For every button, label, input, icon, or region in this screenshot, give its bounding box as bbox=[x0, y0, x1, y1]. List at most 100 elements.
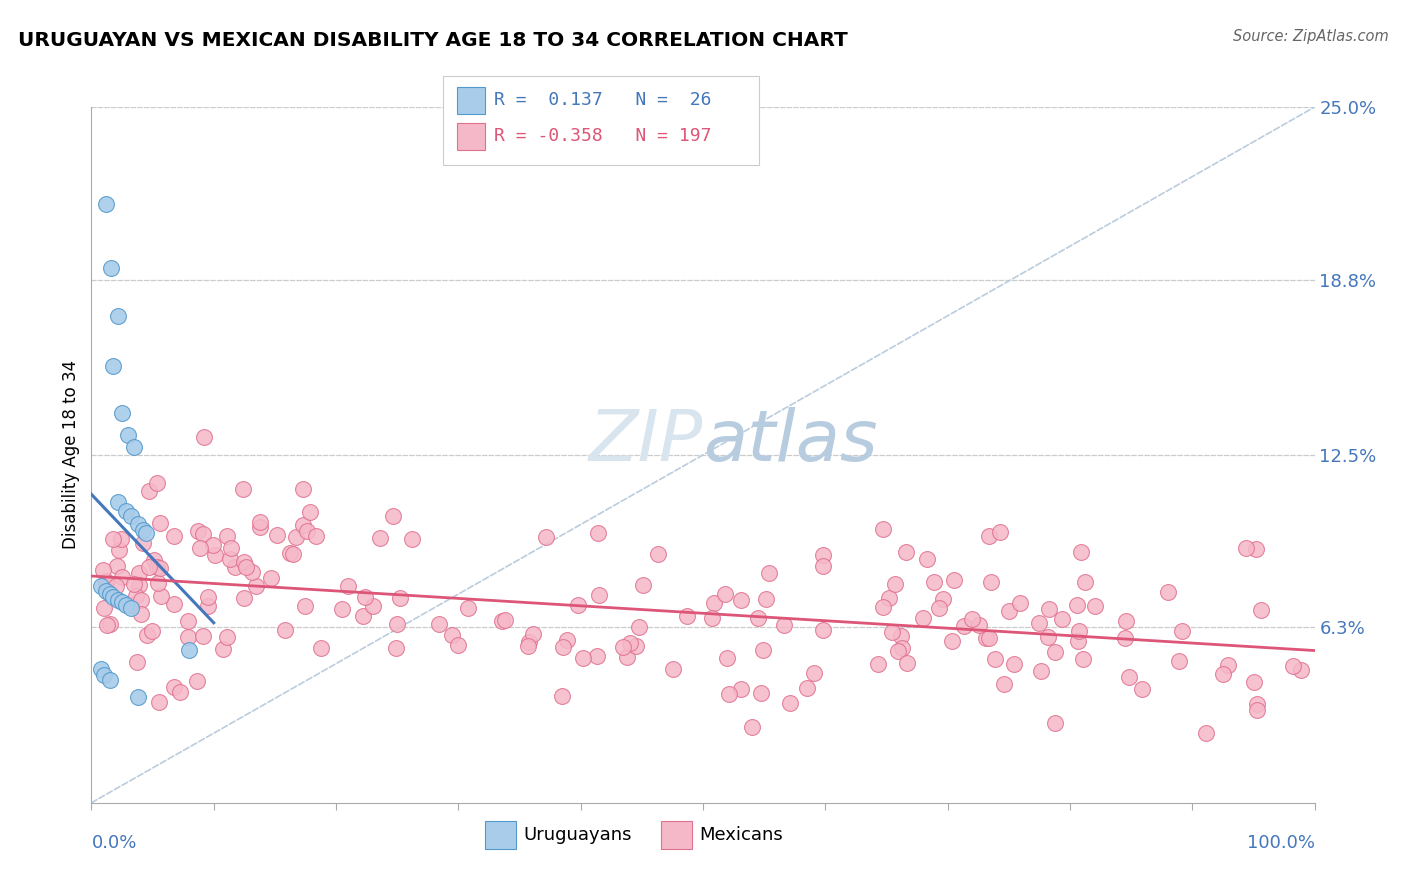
Point bbox=[1157, 585, 1180, 599]
Point bbox=[146, 560, 169, 574]
Point bbox=[1114, 631, 1136, 645]
Point bbox=[555, 633, 578, 648]
Point bbox=[1212, 667, 1234, 681]
Point bbox=[111, 406, 134, 420]
Point bbox=[120, 509, 142, 524]
Point bbox=[111, 570, 134, 584]
Point bbox=[202, 537, 225, 551]
Point bbox=[1250, 603, 1272, 617]
Point bbox=[915, 551, 938, 566]
Point bbox=[967, 617, 990, 632]
Point bbox=[149, 561, 172, 575]
Point bbox=[100, 261, 122, 276]
Y-axis label: Disability Age 18 to 34: Disability Age 18 to 34 bbox=[62, 360, 80, 549]
Point bbox=[612, 640, 634, 654]
Point bbox=[749, 686, 772, 700]
Point bbox=[803, 666, 825, 681]
Point bbox=[730, 593, 752, 607]
Point bbox=[120, 598, 142, 612]
Point bbox=[872, 522, 894, 536]
Point bbox=[993, 677, 1015, 691]
Point bbox=[619, 635, 641, 649]
Point bbox=[138, 484, 160, 499]
Point bbox=[1050, 612, 1073, 626]
Point bbox=[141, 624, 163, 639]
Point bbox=[952, 619, 974, 633]
Point bbox=[107, 592, 129, 607]
Point bbox=[186, 673, 208, 688]
Point bbox=[586, 649, 609, 664]
Point bbox=[120, 601, 142, 615]
Point bbox=[163, 681, 186, 695]
Point bbox=[1070, 545, 1092, 559]
Point bbox=[890, 641, 912, 656]
Point bbox=[447, 638, 470, 652]
Point bbox=[811, 558, 834, 573]
Point bbox=[148, 695, 170, 709]
Point bbox=[224, 560, 246, 574]
Point bbox=[146, 476, 169, 491]
Point bbox=[163, 528, 186, 542]
Point bbox=[1167, 654, 1189, 668]
Point bbox=[104, 578, 127, 592]
Point bbox=[98, 617, 121, 632]
Point bbox=[93, 667, 115, 681]
Point bbox=[517, 635, 540, 649]
Point bbox=[887, 644, 910, 658]
Point bbox=[132, 536, 155, 550]
Point bbox=[1067, 624, 1090, 639]
Point bbox=[162, 597, 184, 611]
Point bbox=[148, 576, 170, 591]
Point bbox=[193, 429, 215, 443]
Point bbox=[94, 578, 117, 592]
Point bbox=[128, 566, 150, 581]
Point bbox=[215, 529, 238, 543]
Text: URUGUAYAN VS MEXICAN DISABILITY AGE 18 TO 34 CORRELATION CHART: URUGUAYAN VS MEXICAN DISABILITY AGE 18 T… bbox=[18, 31, 848, 50]
Point bbox=[1066, 598, 1088, 612]
Point bbox=[624, 639, 647, 653]
Point bbox=[108, 543, 131, 558]
Point bbox=[1084, 599, 1107, 614]
Point bbox=[127, 690, 149, 704]
Point bbox=[1246, 703, 1268, 717]
Point bbox=[233, 555, 256, 569]
Point bbox=[912, 610, 935, 624]
Point bbox=[96, 574, 118, 588]
Point bbox=[179, 642, 201, 657]
Point bbox=[924, 575, 946, 590]
Point bbox=[352, 609, 374, 624]
Point bbox=[980, 574, 1002, 589]
Point bbox=[401, 532, 423, 546]
Point bbox=[385, 617, 408, 632]
Point bbox=[517, 640, 540, 654]
Point bbox=[90, 662, 112, 676]
Point bbox=[114, 598, 136, 612]
Point bbox=[633, 578, 655, 592]
Point bbox=[212, 642, 235, 657]
Point bbox=[627, 620, 650, 634]
Point bbox=[1071, 652, 1094, 666]
Point bbox=[311, 641, 333, 656]
Point bbox=[1244, 542, 1267, 557]
Point bbox=[381, 508, 404, 523]
Point bbox=[107, 495, 129, 509]
Point bbox=[94, 584, 117, 599]
Point bbox=[193, 629, 215, 643]
Point bbox=[368, 532, 391, 546]
Point bbox=[1028, 616, 1050, 631]
Point bbox=[242, 566, 264, 580]
Point bbox=[131, 593, 153, 607]
Point bbox=[150, 590, 173, 604]
Point bbox=[755, 591, 778, 606]
Point bbox=[110, 532, 132, 546]
Text: 100.0%: 100.0% bbox=[1247, 834, 1315, 852]
Point bbox=[551, 640, 574, 655]
Point bbox=[932, 592, 955, 607]
Point bbox=[1036, 630, 1059, 644]
Point bbox=[149, 516, 172, 530]
Point bbox=[1291, 663, 1313, 677]
Point bbox=[884, 577, 907, 591]
Point bbox=[177, 630, 200, 644]
Point bbox=[98, 587, 121, 601]
Point bbox=[103, 359, 125, 373]
